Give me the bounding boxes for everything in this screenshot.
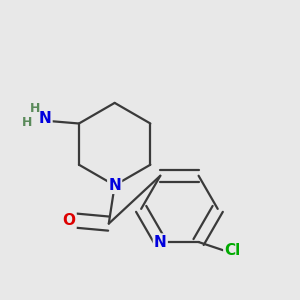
Text: Cl: Cl — [224, 243, 241, 258]
Text: H: H — [30, 102, 40, 115]
Text: N: N — [108, 178, 121, 193]
Text: H: H — [22, 116, 33, 128]
Text: O: O — [62, 213, 76, 228]
Text: N: N — [154, 235, 167, 250]
Text: N: N — [39, 111, 52, 126]
